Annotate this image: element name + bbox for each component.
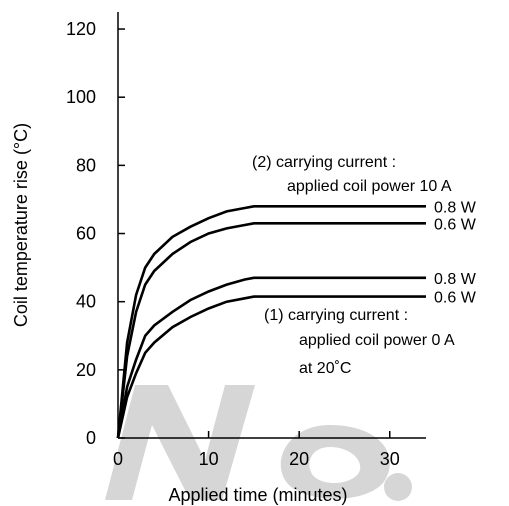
annotation-group1-line1: (1) carrying current : — [264, 307, 408, 324]
x-tick-label: 0 — [113, 449, 123, 469]
y-tick-label: 120 — [66, 19, 96, 39]
y-ticks: 0 20 40 60 80 100 120 — [66, 19, 125, 448]
series-line-2 — [116, 222, 426, 439]
annotation-group1-line2: applied coil power 0 A — [299, 332, 455, 349]
series-line-4 — [116, 295, 426, 439]
series-line-1 — [116, 205, 426, 439]
annotation-group2-line1: (2) carrying current : — [252, 154, 396, 171]
annotation-group2-line2: applied coil power 10 A — [287, 178, 452, 195]
y-axis-title: Coil temperature rise (°C) — [11, 123, 31, 327]
series-labels: 0.8 W0.6 W0.8 W0.6 W — [434, 199, 477, 306]
annotation-group1-line3: at 20˚C — [299, 360, 351, 377]
x-axis-title: Applied time (minutes) — [168, 485, 347, 505]
x-tick-label: 20 — [289, 449, 309, 469]
y-tick-label: 60 — [76, 224, 96, 244]
y-tick-label: 40 — [76, 292, 96, 312]
y-tick-label: 100 — [66, 87, 96, 107]
series-label-1: 0.8 W — [434, 199, 477, 216]
y-tick-label: 80 — [76, 155, 96, 175]
annotation-group-2: (2) carrying current : applied coil powe… — [252, 154, 452, 195]
y-tick-label: 20 — [76, 360, 96, 380]
axes — [117, 12, 426, 439]
annotation-group-1: (1) carrying current : applied coil powe… — [264, 307, 455, 377]
watermark — [105, 385, 412, 501]
series-label-4: 0.6 W — [434, 290, 477, 307]
series-layer — [116, 205, 426, 439]
y-tick-label: 0 — [86, 428, 96, 448]
x-tick-label: 10 — [199, 449, 219, 469]
x-tick-label: 30 — [380, 449, 400, 469]
series-line-3 — [116, 276, 426, 439]
series-label-2: 0.6 W — [434, 216, 477, 233]
series-label-3: 0.8 W — [434, 271, 477, 288]
x-ticks: 0 10 20 30 — [113, 431, 400, 469]
